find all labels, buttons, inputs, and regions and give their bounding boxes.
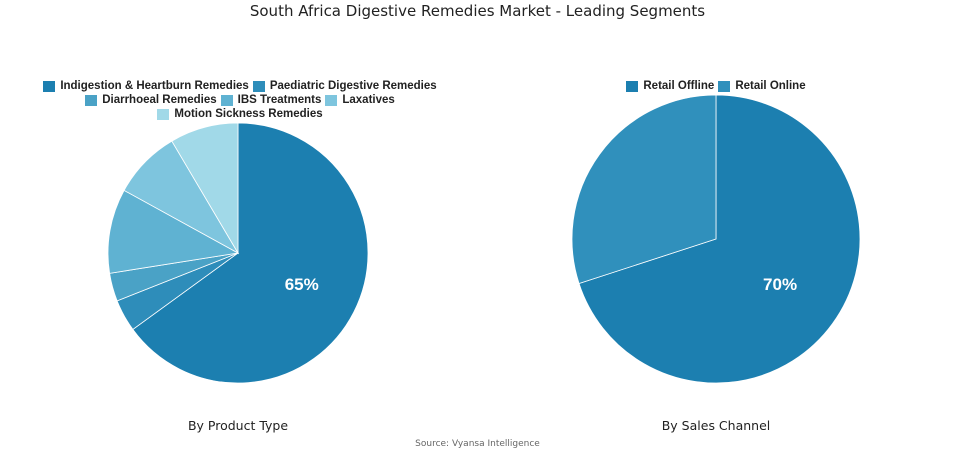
legend-label: Paediatric Digestive Remedies [269, 80, 437, 92]
legend-label: Laxatives [342, 94, 395, 106]
legend-item-paediatric-digestive-remedies: Paediatric Digestive Remedies [252, 80, 437, 92]
legend-label: Diarrhoeal Remedies [102, 94, 217, 106]
legend-item-retail-online: Retail Online [718, 80, 806, 92]
legend-swatch [626, 80, 639, 92]
legend-label: IBS Treatments [237, 94, 322, 106]
legend-item-indigestion-and-heartburn-remedies: Indigestion & Heartburn Remedies [43, 80, 249, 92]
legend-swatch [252, 80, 265, 92]
legend-swatch [325, 94, 338, 106]
legend-label: Indigestion & Heartburn Remedies [60, 80, 249, 92]
subtitle-product-type: By Product Type [187, 418, 289, 433]
legend-item-diarrhoeal-remedies: Diarrhoeal Remedies [85, 94, 217, 106]
legend-item-laxatives: Laxatives [325, 94, 395, 106]
pie-slice-ibs-treatments [107, 189, 240, 274]
legend-swatch [85, 94, 98, 106]
chart-title: South Africa Digestive Remedies Market -… [249, 2, 706, 20]
source-note: Source: Vyansa Intelligence [415, 439, 540, 449]
pie-slice-motion-sickness-remedies [171, 122, 239, 255]
legend-swatch [220, 94, 233, 106]
subtitle-sales-channel: By Sales Channel [661, 418, 771, 433]
legend-sales-channel: Retail Offline Retail Online [566, 80, 866, 92]
legend-item-ibs-treatments: IBS Treatments [220, 94, 322, 106]
legend-swatch [718, 80, 731, 92]
pie-slice-indigestion-and-heartburn-remedies [132, 122, 369, 384]
legend-swatch [157, 108, 170, 120]
legend-item-motion-sickness-remedies: Motion Sickness Remedies [157, 108, 323, 120]
legend-product-type: Indigestion & Heartburn Remedies Paediatr… [40, 80, 440, 120]
legend-item-retail-offline: Retail Offline [626, 80, 714, 92]
data-label-indigestion-and-heartburn-remedies: 65% [285, 275, 319, 294]
legend-swatch [43, 80, 56, 92]
legend-label: Retail Online [735, 80, 806, 92]
legend-label: Motion Sickness Remedies [174, 108, 323, 120]
legend-label: Retail Offline [643, 80, 715, 92]
